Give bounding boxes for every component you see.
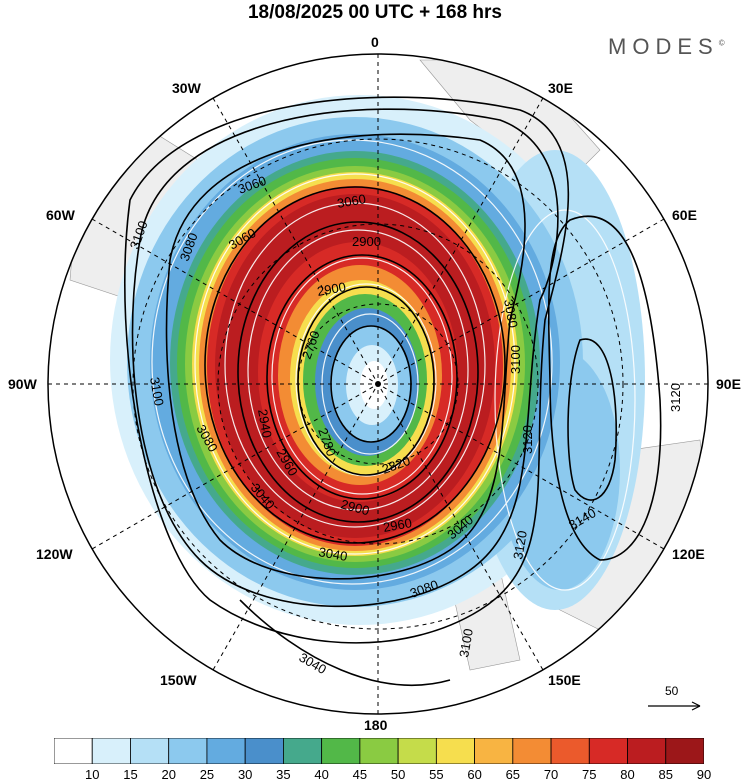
colorbar-tick-label: 35 [276, 767, 291, 782]
colorbar-tick-label: 55 [429, 767, 444, 782]
colorbar-tick-label: 20 [161, 767, 176, 782]
copyright-mark: © [718, 38, 725, 48]
colorbar-swatch [474, 738, 514, 764]
lon-label-30w: 30W [172, 80, 201, 96]
logo-text: MODES [608, 34, 719, 59]
colorbar-tick-label: 65 [505, 767, 521, 782]
contour-label: 2900 [316, 279, 347, 299]
contour-label: 2900 [352, 234, 381, 249]
vector-reference-label: 50 [665, 684, 679, 698]
colorbar-tick-label: 90 [696, 767, 712, 782]
lon-label-30e: 30E [548, 80, 573, 96]
vector-reference-arrow [648, 701, 701, 711]
contour-label: 3080 [501, 298, 521, 329]
contour-label: 3040 [317, 544, 348, 564]
colorbar-swatch [588, 738, 628, 764]
lon-label-150w: 150W [160, 672, 197, 688]
colorbar-tick-label: 45 [352, 767, 368, 782]
colorbar [54, 738, 704, 764]
colorbar-swatch [397, 738, 437, 764]
polar-stereographic-map: 3060 3060 3060 3100 3080 3100 3080 3040 … [47, 53, 709, 715]
colorbar-tick-label: 75 [582, 767, 597, 782]
colorbar-swatch [665, 738, 704, 764]
map-disk [48, 54, 708, 714]
lon-label-60e: 60E [672, 207, 697, 223]
colorbar-swatch [627, 738, 667, 764]
lon-label-180: 180 [364, 717, 388, 733]
colorbar-swatch [550, 738, 590, 764]
lon-label-0: 0 [371, 34, 379, 50]
wind-band-10-core [360, 361, 388, 409]
colorbar-swatch [54, 738, 93, 764]
modes-logo: MODES© [608, 34, 725, 60]
map-title: 18/08/2025 00 UTC + 168 hrs [247, 2, 503, 23]
colorbar-swatch [512, 738, 552, 764]
colorbar-swatch [130, 738, 170, 764]
colorbar-swatch [321, 738, 361, 764]
colorbar-tick-label: 25 [199, 767, 215, 782]
contour-label: 2960 [382, 515, 413, 535]
colorbar-swatch [244, 738, 284, 764]
colorbar-tick-label: 10 [85, 767, 100, 782]
colorbar-tick-label: 40 [314, 767, 329, 782]
lon-label-150e: 150E [548, 672, 581, 688]
colorbar-tick-label: 60 [467, 767, 482, 782]
contour-label: 3120 [510, 529, 530, 560]
contour-label: 3100 [508, 345, 523, 374]
wind-speed-shading [110, 95, 645, 625]
geopotential-contours [124, 96, 662, 686]
south-pole-marker [375, 381, 381, 387]
colorbar-swatch [283, 738, 323, 764]
contour-label: 3120 [520, 425, 535, 454]
lon-label-90w: 90W [8, 376, 37, 392]
lon-label-120e: 120E [672, 546, 705, 562]
map-boundary [47, 53, 709, 715]
colorbar-tick-label: 30 [237, 767, 253, 782]
contour-label: 3060 [336, 191, 367, 211]
colorbar-swatch [206, 738, 246, 764]
colorbar-swatch [359, 738, 399, 764]
colorbar-swatch [168, 738, 208, 764]
colorbar-tick-label: 70 [543, 767, 559, 782]
contour-label: 2900 [339, 496, 371, 518]
contour-label: 2940 [255, 408, 275, 439]
colorbar-tick-label: 85 [658, 767, 673, 782]
contour-label: 3100 [147, 376, 167, 407]
colorbar-swatch [91, 738, 131, 764]
colorbar-swatch [435, 738, 475, 764]
colorbar-tick-label: 15 [123, 767, 138, 782]
colorbar-tick-label: 50 [390, 767, 406, 782]
lon-label-90e: 90E [716, 376, 741, 392]
lon-label-60w: 60W [46, 207, 75, 223]
lon-label-120w: 120W [36, 546, 73, 562]
contour-label: 3120 [668, 383, 683, 412]
colorbar-tick-label: 80 [620, 767, 635, 782]
contour-label: 3100 [456, 627, 476, 658]
